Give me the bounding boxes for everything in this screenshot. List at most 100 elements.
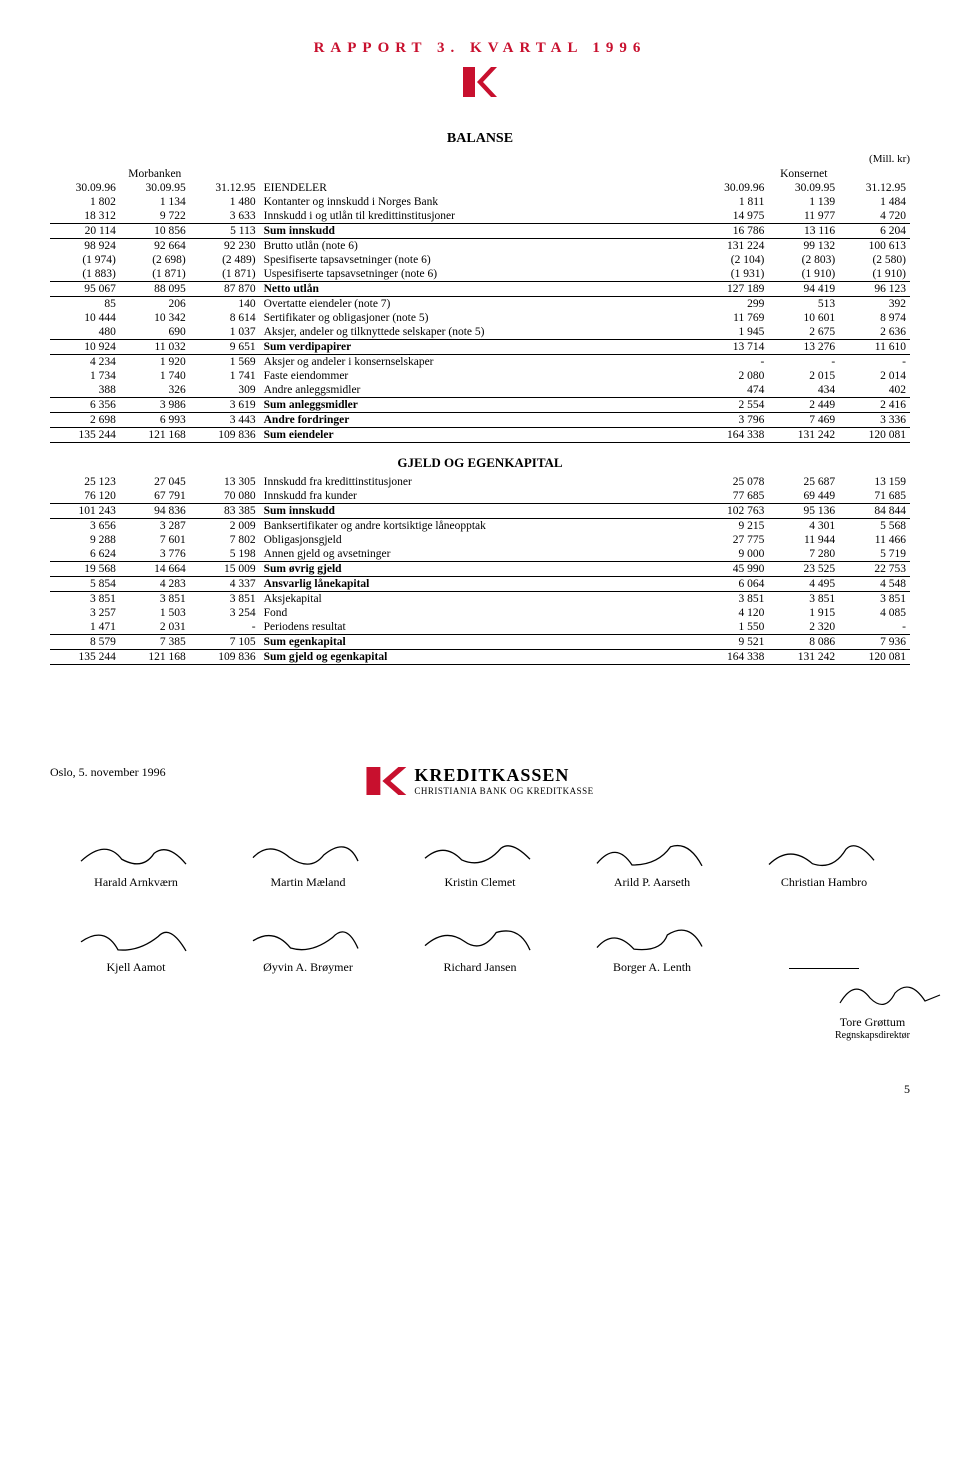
signature-scribble-icon <box>248 915 368 960</box>
cell-label: Overtatte eiendeler (note 7) <box>260 297 698 312</box>
cell-value: 6 356 <box>50 398 120 413</box>
cell-value: 77 685 <box>698 489 769 504</box>
cell-value: - <box>839 355 910 370</box>
cell-label: Innskudd fra kunder <box>260 489 698 504</box>
cell-value: 1 503 <box>120 606 190 620</box>
signature-scribble-icon <box>76 830 196 875</box>
cell-value: 11 944 <box>768 533 839 547</box>
signature: Martin Mæland <box>222 875 394 890</box>
cell-value: 299 <box>698 297 769 312</box>
cell-value: 206 <box>120 297 190 312</box>
cell-label: Sum verdipapirer <box>260 340 698 355</box>
cell-value: 4 120 <box>698 606 769 620</box>
cell-value: 5 113 <box>190 224 260 239</box>
cell-value: (2 489) <box>190 253 260 267</box>
cell-value: 11 610 <box>839 340 910 355</box>
cell-value: 14 975 <box>698 209 769 224</box>
signature-scribble-icon <box>420 915 540 960</box>
cell-value: 70 080 <box>190 489 260 504</box>
cell-value: 15 009 <box>190 562 260 577</box>
cell-value: 1 471 <box>50 620 120 635</box>
table-row: 8 5797 3857 105Sum egenkapital9 5218 086… <box>50 635 910 650</box>
cell-label: Sum gjeld og egenkapital <box>260 650 698 665</box>
cell-label: Aksjekapital <box>260 592 698 607</box>
cell-value: 13 116 <box>768 224 839 239</box>
cell-label: Faste eiendommer <box>260 369 698 383</box>
cell-value: 434 <box>768 383 839 398</box>
cell-value: (1 871) <box>120 267 190 282</box>
table-row: 1 4712 031-Periodens resultat1 5502 320- <box>50 620 910 635</box>
cell-value: 2 675 <box>768 325 839 340</box>
cell-value: 9 000 <box>698 547 769 562</box>
cell-value: 2 014 <box>839 369 910 383</box>
cell-value: 3 254 <box>190 606 260 620</box>
cell-value: 326 <box>120 383 190 398</box>
cell-value: 2 080 <box>698 369 769 383</box>
signature-row-2: Kjell AamotØyvin A. BrøymerRichard Janse… <box>50 960 910 975</box>
cell-label: Banksertifikater og andre kortsiktige lå… <box>260 519 698 534</box>
signature-row-1: Harald ArnkværnMartin MælandKristin Clem… <box>50 875 910 890</box>
cell-value: 71 685 <box>839 489 910 504</box>
cell-value: 10 856 <box>120 224 190 239</box>
unit-label: (Mill. kr) <box>50 153 910 165</box>
cell-value: 9 288 <box>50 533 120 547</box>
table-row: 135 244121 168109 836Sum gjeld og egenka… <box>50 650 910 665</box>
cell-value: 8 974 <box>839 311 910 325</box>
cell-value: 2 031 <box>120 620 190 635</box>
cell-value: 3 851 <box>50 592 120 607</box>
cell-value: 5 854 <box>50 577 120 592</box>
signature-name: Harald Arnkværn <box>50 875 222 890</box>
cell-value: 121 168 <box>120 650 190 665</box>
cell-value: 6 624 <box>50 547 120 562</box>
cell-value: 11 032 <box>120 340 190 355</box>
table-row: 5 8544 2834 337Ansvarlig lånekapital6 06… <box>50 577 910 592</box>
cell-value: (1 910) <box>768 267 839 282</box>
cell-value: 2 320 <box>768 620 839 635</box>
signature-blank-line <box>789 968 859 969</box>
cell-value: 84 844 <box>839 504 910 519</box>
cell-value: 11 769 <box>698 311 769 325</box>
cell-value: 9 722 <box>120 209 190 224</box>
cell-label: Obligasjonsgjeld <box>260 533 698 547</box>
cell-value: 1 134 <box>120 195 190 209</box>
cell-value: 2 009 <box>190 519 260 534</box>
cell-value: 4 495 <box>768 577 839 592</box>
cell-value: 9 215 <box>698 519 769 534</box>
cell-value: 88 095 <box>120 282 190 297</box>
cell-value: 83 385 <box>190 504 260 519</box>
table-row: 101 24394 83683 385Sum innskudd102 76395… <box>50 504 910 519</box>
cell-value: 3 257 <box>50 606 120 620</box>
cell-value: 10 924 <box>50 340 120 355</box>
cell-value: 94 836 <box>120 504 190 519</box>
cell-value: 10 444 <box>50 311 120 325</box>
cell-value: 92 230 <box>190 239 260 254</box>
cell-value: 7 385 <box>120 635 190 650</box>
cell-value: 2 449 <box>768 398 839 413</box>
table-row: 76 12067 79170 080Innskudd fra kunder77 … <box>50 489 910 504</box>
cell-value: 94 419 <box>768 282 839 297</box>
table-row: 135 244121 168109 836Sum eiendeler164 33… <box>50 428 910 443</box>
cell-value: 120 081 <box>839 650 910 665</box>
cell-label: Sum innskudd <box>260 504 698 519</box>
signature-scribble-icon <box>76 915 196 960</box>
cell-value: 4 337 <box>190 577 260 592</box>
cell-value: 22 753 <box>839 562 910 577</box>
cell-value: 164 338 <box>698 428 769 443</box>
cell-value: 121 168 <box>120 428 190 443</box>
signature-scribble-icon <box>248 830 368 875</box>
cell-value: 9 521 <box>698 635 769 650</box>
signature: Borger A. Lenth <box>566 960 738 975</box>
cell-value: 3 851 <box>190 592 260 607</box>
cell-value: 10 342 <box>120 311 190 325</box>
cell-value: 3 851 <box>839 592 910 607</box>
cell-value: - <box>190 620 260 635</box>
signature-name: Christian Hambro <box>738 875 910 890</box>
cell-value: 20 114 <box>50 224 120 239</box>
cell-label: Innskudd i og utlån til kredittinstitusj… <box>260 209 698 224</box>
cell-label: Sum anleggsmidler <box>260 398 698 413</box>
cell-value: 1 569 <box>190 355 260 370</box>
cell-label: Fond <box>260 606 698 620</box>
table-row: 10 92411 0329 651Sum verdipapirer13 7141… <box>50 340 910 355</box>
brand-block: KREDITKASSEN CHRISTIANIA BANK OG KREDITK… <box>366 765 593 796</box>
table-row: (1 883)(1 871)(1 871)Uspesifiserte tapsa… <box>50 267 910 282</box>
